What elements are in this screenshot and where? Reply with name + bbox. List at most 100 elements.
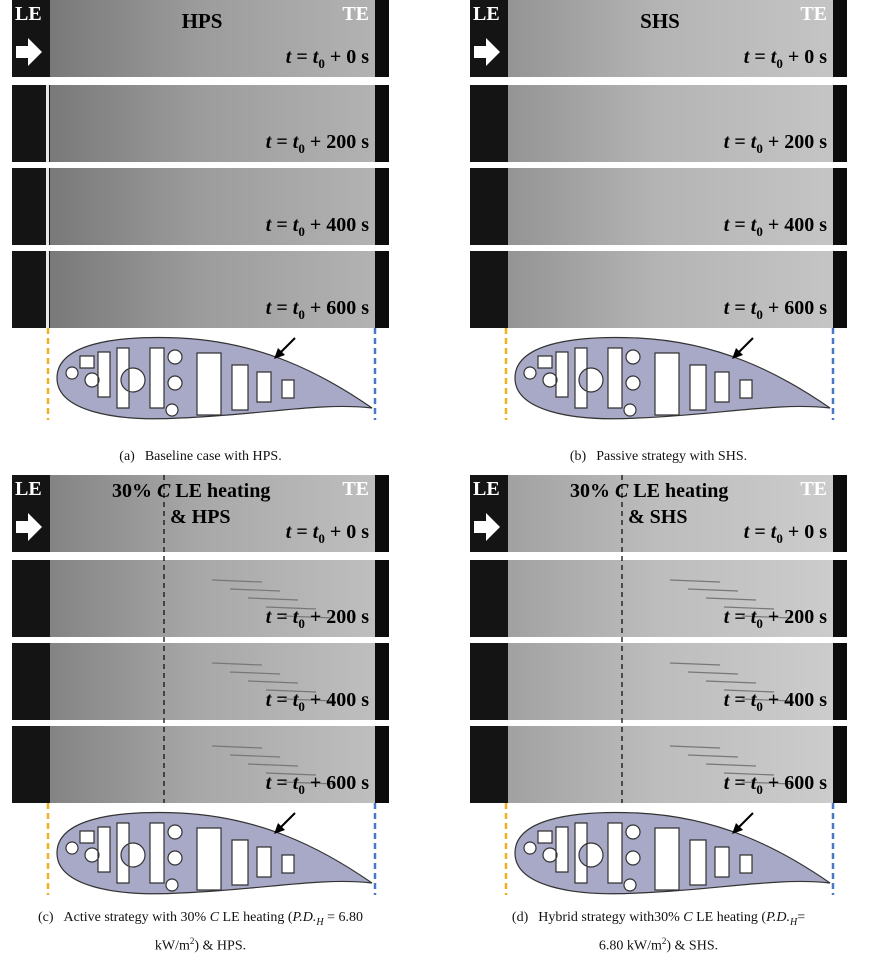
caption-text: = 6.80: [324, 910, 363, 925]
caption-label: (a): [119, 449, 135, 464]
time-sub: 0: [756, 616, 763, 631]
caption-text: Active strategy with 30%: [64, 910, 210, 925]
heating-surface: & HPS: [170, 506, 231, 528]
time-offset: + 0 s: [330, 46, 369, 68]
time-sub: 0: [298, 224, 305, 239]
le-band: [12, 643, 50, 720]
time-sub: 0: [756, 782, 763, 797]
caption-text: Passive strategy with SHS.: [596, 449, 747, 464]
time-eq: =: [754, 46, 765, 68]
caption-line: (d)Hybrid strategy with30% C LE heating …: [439, 908, 874, 932]
time-eq: =: [734, 297, 745, 319]
caption-text: ) & HPS.: [194, 938, 246, 953]
time-eq: =: [734, 214, 745, 236]
surface-label: HPS: [182, 9, 223, 33]
time-eq: =: [276, 772, 287, 794]
time-sub: 0: [756, 307, 763, 322]
time-offset: + 200 s: [768, 131, 827, 153]
caption: (a)Baseline case with HPS.: [0, 447, 421, 466]
te-label: TE: [800, 3, 827, 25]
time-eq: =: [296, 521, 307, 543]
time-label: t=t0+ 200 s: [724, 606, 827, 631]
airfoil: [515, 337, 830, 418]
caption-line: (a)Baseline case with HPS.: [0, 447, 421, 466]
le-label: LE: [473, 3, 500, 25]
caption-text: LE heating (: [693, 910, 766, 925]
heating-c: C: [615, 480, 629, 502]
le-band: [470, 168, 508, 245]
time-label: t=t0+ 200 s: [266, 606, 369, 631]
caption-text: =: [797, 910, 805, 925]
heating-surface: & SHS: [628, 506, 687, 528]
te-band: [833, 643, 847, 720]
te-band: [833, 475, 847, 552]
time-label: t=t0+ 600 s: [266, 772, 369, 797]
te-band: [375, 85, 389, 162]
panel: t=t0+ 0 st=t0+ 200 st=t0+ 400 st=t0+ 600…: [12, 0, 389, 420]
time-offset: + 400 s: [310, 214, 369, 236]
time-eq: =: [276, 214, 287, 236]
time-sub: 0: [318, 56, 325, 71]
time-label: t=t0+ 400 s: [266, 214, 369, 239]
le-band: [12, 251, 50, 328]
time-label: t=t0+ 600 s: [724, 297, 827, 322]
le-label: LE: [15, 478, 42, 500]
le-band: [470, 251, 508, 328]
caption-label: (c): [38, 910, 54, 925]
caption-text: C: [683, 910, 692, 925]
page: t=t0+ 0 st=t0+ 200 st=t0+ 400 st=t0+ 600…: [0, 0, 874, 954]
time-label: t=t0+ 200 s: [724, 131, 827, 156]
time-eq: =: [734, 772, 745, 794]
panel: t=t0+ 0 st=t0+ 200 st=t0+ 400 st=t0+ 600…: [12, 475, 389, 895]
caption-text: Hybrid strategy with30%: [538, 910, 683, 925]
ice-edge: [46, 168, 49, 245]
time-offset: + 200 s: [768, 606, 827, 628]
time-offset: + 600 s: [768, 297, 827, 319]
panel: t=t0+ 0 st=t0+ 200 st=t0+ 400 st=t0+ 600…: [470, 0, 847, 420]
time-sub: 0: [298, 782, 305, 797]
caption-text: P.D.: [766, 910, 790, 925]
te-label: TE: [800, 478, 827, 500]
figure: t=t0+ 0 st=t0+ 200 st=t0+ 400 st=t0+ 600…: [0, 0, 874, 954]
time-offset: + 400 s: [768, 689, 827, 711]
ice-edge: [46, 251, 49, 328]
le-band: [470, 726, 508, 803]
le-band: [12, 560, 50, 637]
caption-text: C: [210, 910, 219, 925]
te-band: [375, 168, 389, 245]
caption: (c) Active strategy with 30% C LE heating…: [0, 908, 421, 955]
le-band: [12, 168, 50, 245]
time-offset: + 600 s: [310, 772, 369, 794]
te-label: TE: [342, 478, 369, 500]
time-eq: =: [734, 689, 745, 711]
caption-text: ) & SHS.: [666, 938, 718, 953]
le-label: LE: [15, 3, 42, 25]
le-band: [470, 560, 508, 637]
time-sub: 0: [756, 224, 763, 239]
time-offset: + 200 s: [310, 131, 369, 153]
heating-rest: LE heating: [633, 480, 728, 502]
time-offset: + 0 s: [788, 521, 827, 543]
te-band: [833, 726, 847, 803]
heating-pct: 30%: [570, 480, 610, 502]
time-label: t=t0+ 600 s: [266, 297, 369, 322]
te-band: [375, 251, 389, 328]
time-eq: =: [276, 606, 287, 628]
caption-text: P.D.: [293, 910, 317, 925]
caption: (d)Hybrid strategy with30% C LE heating …: [439, 908, 874, 955]
heating-pct: 30%: [112, 480, 152, 502]
caption-text: LE heating (: [219, 910, 292, 925]
time-offset: + 200 s: [310, 606, 369, 628]
te-band: [833, 0, 847, 77]
time-sub: 0: [298, 141, 305, 156]
time-label: t=t0+ 400 s: [724, 689, 827, 714]
heating-c: C: [157, 480, 171, 502]
panel: t=t0+ 0 st=t0+ 200 st=t0+ 400 st=t0+ 600…: [470, 475, 847, 895]
caption-text: 6.80 kW/m: [599, 938, 662, 953]
time-sub: 0: [298, 699, 305, 714]
time-sub: 0: [776, 531, 783, 546]
time-label: t=t0+ 400 s: [724, 214, 827, 239]
airfoil: [57, 812, 372, 893]
